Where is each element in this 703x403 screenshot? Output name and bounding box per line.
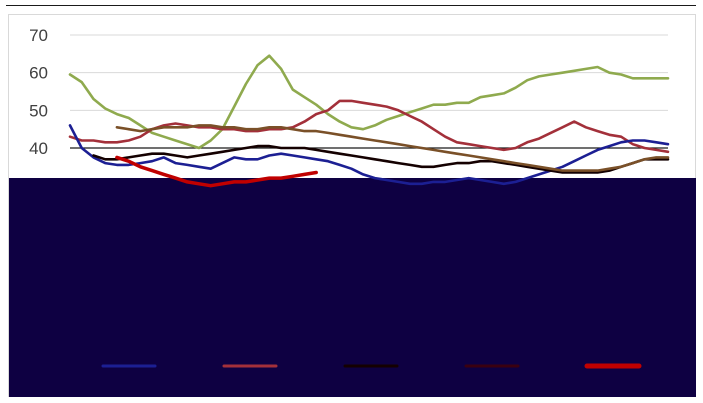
y-tick-label-70: 70 bbox=[29, 26, 48, 45]
series-line-2 bbox=[68, 99, 670, 154]
series-line-1 bbox=[68, 54, 670, 150]
series-line-4 bbox=[92, 144, 670, 174]
series-line-6 bbox=[115, 155, 318, 188]
plot-dark-fill bbox=[9, 178, 696, 397]
series-line-5 bbox=[115, 124, 670, 172]
y-tick-label-60: 60 bbox=[29, 64, 48, 83]
top-rule bbox=[6, 5, 696, 6]
series-line-3 bbox=[68, 124, 670, 186]
y-tick-label-50: 50 bbox=[29, 101, 48, 120]
y-tick-label-40: 40 bbox=[29, 139, 48, 158]
